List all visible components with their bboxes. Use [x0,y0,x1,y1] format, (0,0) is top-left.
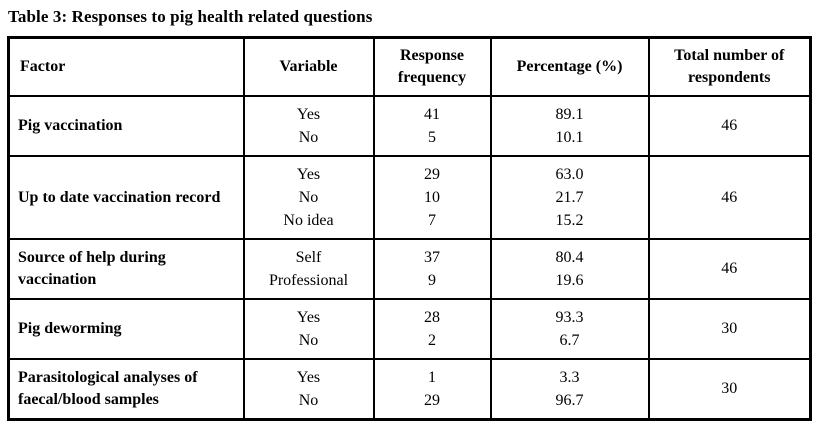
variable-cell: Yes No [242,358,375,421]
variable-cell-line: Yes [296,369,321,386]
percentage-cell-line: 19.6 [555,272,584,289]
variable-cell: Yes No [242,298,375,360]
header-percentage: Percentage (%) [489,36,650,97]
header-response-frequency: Response frequency [372,36,492,97]
frequency-cell-line: 29 [424,392,440,409]
percentage-cell: 93.3 6.7 [489,298,650,360]
header-factor: Factor [7,36,245,97]
percentage-cell-line: 10.1 [555,129,584,146]
percentage-cell: 80.4 19.6 [489,238,650,300]
frequency-cell: 29 10 7 [372,155,492,240]
frequency-cell-line: 5 [428,129,436,146]
percentage-cell-line: 93.3 [555,309,584,326]
frequency-cell: 41 5 [372,95,492,157]
variable-cell-line: No [298,392,319,409]
percentage-cell-line: 6.7 [559,332,580,349]
frequency-cell: 1 29 [372,358,492,421]
total-cell: 46 [647,238,812,300]
percentage-cell-line: 63.0 [555,166,584,183]
frequency-cell-line: 7 [428,212,436,229]
table-body: Pig vaccination Yes No 41 5 89.1 10.1 46 Up to d… [7,95,812,421]
percentage-cell: 3.3 96.7 [489,358,650,421]
frequency-cell-line: 2 [428,332,436,349]
percentage-cell-line: 89.1 [555,106,584,123]
total-cell: 30 [647,298,812,360]
variable-cell: Yes No [242,95,375,157]
total-cell: 46 [647,155,812,240]
variable-cell-line: No [298,332,319,349]
variable-cell-line: No [298,129,319,146]
total-cell: 46 [647,95,812,157]
frequency-cell-line: 10 [424,189,440,206]
frequency-cell: 37 9 [372,238,492,300]
factor-cell: Pig deworming [7,298,245,360]
variable-cell-line: Professional [268,272,349,289]
variable-cell-line: Yes [296,166,321,183]
variable-cell-line: No [298,189,319,206]
variable-cell: Self Professional [242,238,375,300]
factor-cell: Pig vaccination [7,95,245,157]
percentage-cell: 89.1 10.1 [489,95,650,157]
table-row: Pig deworming Yes No 28 2 93.3 6.7 30 [7,298,812,360]
variable-cell-line: Yes [296,106,321,123]
frequency-cell-line: 9 [428,272,436,289]
table-row: Pig vaccination Yes No 41 5 89.1 10.1 46 [7,95,812,157]
factor-cell: Up to date vaccination record [7,155,245,240]
table-row: Source of help during vaccination Self Pro… [7,238,812,300]
frequency-cell-line: 1 [428,369,436,386]
variable-cell-line: No idea [283,212,334,229]
table-title: Table 3: Responses to pig health related… [8,7,373,26]
percentage-cell-line: 96.7 [555,392,584,409]
frequency-cell-line: 28 [424,309,440,326]
table-row: Parasitological analyses of faecal/blood… [7,358,812,421]
factor-cell: Parasitological analyses of faecal/blood… [7,358,245,421]
percentage-cell-line: 15.2 [555,212,584,229]
percentage-cell-line: 21.7 [555,189,584,206]
table-header-row: Factor Variable Response frequency Perce… [7,36,812,97]
header-total-respondents: Total number of respondents [647,36,812,97]
header-variable: Variable [242,36,375,97]
variable-cell-line: Self [295,249,322,266]
frequency-cell: 28 2 [372,298,492,360]
frequency-cell-line: 29 [424,166,440,183]
variable-cell: Yes No No idea [242,155,375,240]
pig-health-table: Factor Variable Response frequency Perce… [7,36,812,421]
factor-cell: Source of help during vaccination [7,238,245,300]
frequency-cell-line: 41 [424,106,440,123]
frequency-cell-line: 37 [424,249,440,266]
table-row: Up to date vaccination record Yes No No ide… [7,155,812,240]
percentage-cell-line: 3.3 [559,369,580,386]
total-cell: 30 [647,358,812,421]
percentage-cell-line: 80.4 [555,249,584,266]
variable-cell-line: Yes [296,309,321,326]
percentage-cell: 63.0 21.7 15.2 [489,155,650,240]
